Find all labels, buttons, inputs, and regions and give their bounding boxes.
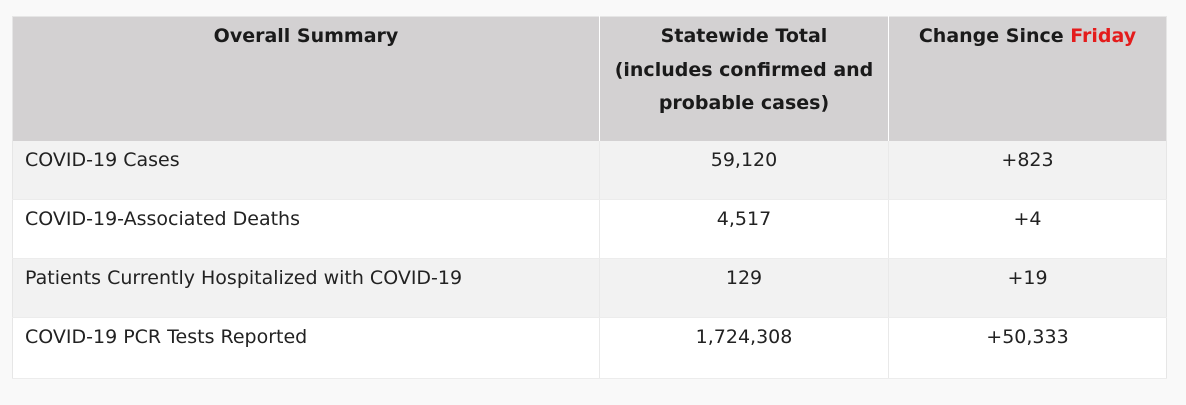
row-label: COVID-19-Associated Deaths bbox=[12, 199, 600, 259]
header-statewide-total-line3: probable cases) bbox=[658, 92, 830, 114]
header-change-since-prefix: Change Since bbox=[918, 25, 1071, 47]
table-header-row: Overall Summary Statewide Total (include… bbox=[12, 16, 1167, 141]
table-row-covid-cases: COVID-19 Cases 59,120 +823 bbox=[12, 140, 1167, 200]
table-row-deaths: COVID-19-Associated Deaths 4,517 +4 bbox=[12, 199, 1167, 259]
header-change-since: Change Since Friday bbox=[888, 16, 1167, 141]
header-statewide-total: Statewide Total (includes confirmed and … bbox=[599, 16, 889, 141]
summary-table-container: Overall Summary Statewide Total (include… bbox=[12, 16, 1167, 379]
header-statewide-total-line1: Statewide Total bbox=[660, 25, 828, 47]
row-statewide-total: 129 bbox=[599, 258, 889, 318]
table-row-hospitalized: Patients Currently Hospitalized with COV… bbox=[12, 258, 1167, 318]
header-overall-summary: Overall Summary bbox=[12, 16, 600, 141]
header-statewide-total-line2: (includes confirmed and bbox=[614, 58, 874, 81]
row-label: COVID-19 PCR Tests Reported bbox=[12, 317, 600, 379]
row-label: COVID-19 Cases bbox=[12, 140, 600, 200]
header-change-since-day: Friday bbox=[1070, 25, 1137, 47]
row-statewide-total: 1,724,308 bbox=[599, 317, 889, 379]
row-change: +50,333 bbox=[888, 317, 1167, 379]
row-statewide-total: 4,517 bbox=[599, 199, 889, 259]
overall-summary-table: Overall Summary Statewide Total (include… bbox=[12, 16, 1167, 379]
row-label: Patients Currently Hospitalized with COV… bbox=[12, 258, 600, 318]
row-change: +19 bbox=[888, 258, 1167, 318]
row-change: +4 bbox=[888, 199, 1167, 259]
row-change: +823 bbox=[888, 140, 1167, 200]
header-overall-summary-label: Overall Summary bbox=[213, 25, 399, 47]
row-statewide-total: 59,120 bbox=[599, 140, 889, 200]
table-row-pcr-tests: COVID-19 PCR Tests Reported 1,724,308 +5… bbox=[12, 317, 1167, 379]
